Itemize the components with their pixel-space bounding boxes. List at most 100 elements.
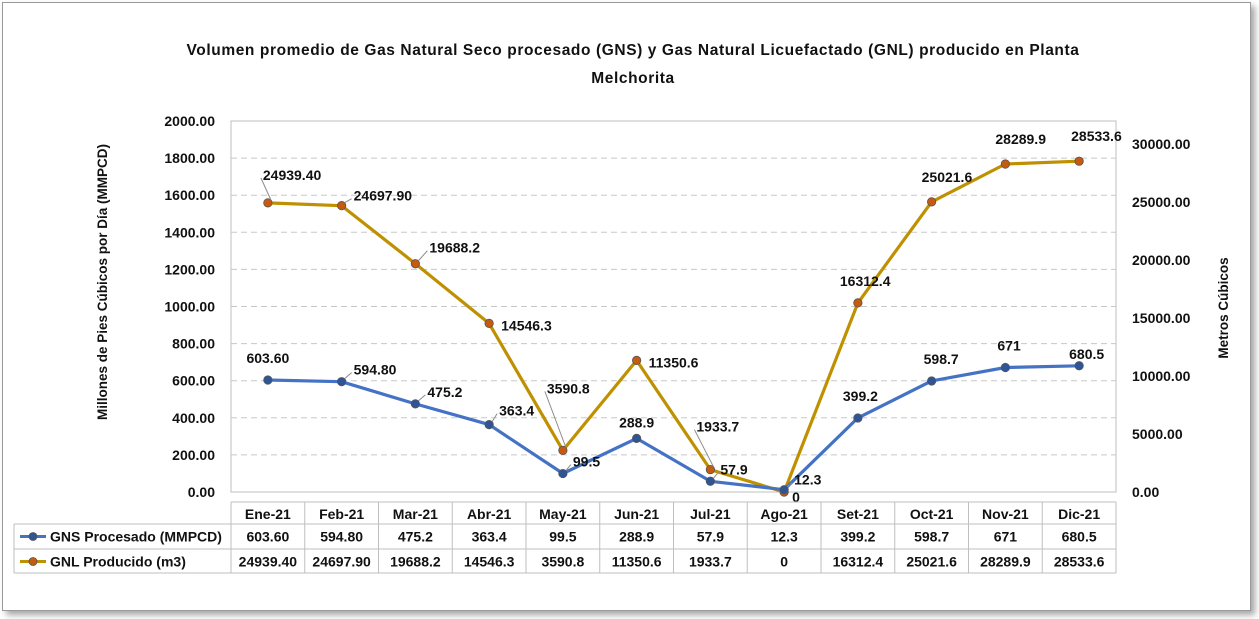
y-left-tick-label: 1800.00 [164, 150, 215, 166]
y-right-tick-label: 20000.00 [1132, 252, 1191, 268]
gnl-leader-line [344, 198, 352, 204]
gns-leader-line [418, 394, 426, 402]
table-cell: 363.4 [472, 529, 507, 545]
y-left-axis-title: Millones de Pies Cúbicos por Día (MMPCD) [95, 144, 110, 420]
gnl-point[interactable] [853, 298, 863, 308]
table-cell: 671 [994, 529, 1018, 545]
gns-series-line [267, 364, 1080, 492]
gns-leader-line [786, 482, 793, 488]
y-left-tick-label: 2000.00 [164, 113, 215, 129]
gns-point[interactable] [263, 375, 273, 385]
gns-point[interactable] [558, 468, 568, 479]
table-header-cell: Ene-21 [245, 506, 291, 522]
gns-legend-label: GNS Procesado (MMPCD) [50, 529, 222, 545]
table-cell: 28289.9 [980, 554, 1031, 570]
gns-point[interactable] [1074, 361, 1084, 371]
y-right-tick-label: 0.00 [1132, 484, 1159, 500]
gnl-point[interactable] [705, 464, 715, 475]
table-cell: 11350.6 [612, 554, 662, 570]
y-right-tick-label: 15000.00 [1132, 310, 1191, 326]
y-left-tick-label: 800.00 [172, 336, 215, 352]
y-left-tick-label: 1400.00 [164, 224, 215, 240]
gnl-data-label: 24697.90 [354, 188, 413, 204]
table-cell: 12.3 [771, 529, 798, 545]
table-cell: 14546.3 [464, 554, 515, 570]
gnl-leader-line [418, 250, 428, 262]
gns-data-label: 288.9 [619, 414, 654, 430]
gnl-series-line [267, 159, 1080, 494]
gnl-data-label: 16312.4 [840, 273, 891, 289]
table-cell: 16312.4 [833, 554, 884, 570]
table-cell: 25021.6 [906, 554, 957, 570]
table-cell: 28533.6 [1054, 554, 1105, 570]
gns-data-label: 12.3 [794, 472, 821, 488]
gns-point[interactable] [779, 485, 789, 495]
table-header-cell: Mar-21 [393, 506, 438, 522]
table-cell: 0 [780, 554, 788, 570]
y-right-tick-label: 25000.00 [1132, 194, 1191, 210]
gnl-data-label: 19688.2 [429, 240, 480, 256]
gnl-legend-marker [28, 557, 38, 566]
y-left-tick-label: 200.00 [172, 447, 215, 463]
gns-data-label: 99.5 [573, 454, 600, 470]
gns-data-label: 57.9 [720, 461, 747, 477]
gnl-point[interactable] [632, 355, 642, 366]
y-right-tick-label: 10000.00 [1132, 368, 1191, 384]
gnl-point[interactable] [484, 318, 494, 328]
table-cell: 57.9 [697, 529, 724, 545]
gnl-data-label: 24939.40 [263, 167, 322, 183]
table-cell: 680.5 [1062, 529, 1097, 545]
gns-point[interactable] [632, 433, 642, 444]
y-right-tick-label: 5000.00 [1132, 426, 1183, 442]
gnl-point[interactable] [927, 197, 937, 207]
gnl-data-label: 25021.6 [922, 169, 973, 185]
gns-data-label: 399.2 [843, 388, 878, 404]
table-header-cell: Ago-21 [760, 506, 808, 522]
y-left-tick-label: 1000.00 [164, 299, 215, 315]
table-header-cell: May-21 [539, 506, 587, 522]
y-left-tick-label: 600.00 [172, 373, 215, 389]
gnl-legend-label: GNL Producido (m3) [50, 554, 186, 570]
gns-data-label: 603.60 [246, 350, 289, 366]
gnl-point[interactable] [558, 445, 568, 455]
table-cell: 24697.90 [312, 554, 371, 570]
gns-point[interactable] [927, 376, 937, 386]
table-cell: 99.5 [549, 529, 576, 545]
gnl-point[interactable] [1074, 156, 1084, 166]
table-header-cell: Jul-21 [690, 506, 731, 522]
gns-point[interactable] [484, 419, 494, 430]
gns-point[interactable] [337, 377, 347, 387]
gnl-point[interactable] [410, 259, 420, 269]
gnl-point[interactable] [337, 201, 347, 211]
gns-point[interactable] [410, 399, 420, 409]
chart-title-line-2: Melchorita [591, 70, 675, 87]
gnl-leader-line [260, 177, 272, 201]
table-header-cell: Nov-21 [982, 506, 1029, 522]
table-header-cell: Abr-21 [467, 506, 512, 522]
table-cell: 1933.7 [689, 554, 732, 570]
gnl-data-label: 11350.6 [649, 354, 699, 370]
gnl-point[interactable] [1000, 159, 1010, 169]
gns-point[interactable] [705, 476, 715, 486]
gns-point[interactable] [1000, 362, 1010, 373]
table-cell: 603.60 [246, 529, 289, 545]
chart-title-line-1: Volumen promedio de Gas Natural Seco pro… [187, 42, 1080, 59]
table-header-cell: Feb-21 [319, 506, 364, 522]
y-left-tick-label: 0.00 [188, 484, 215, 500]
gns-point[interactable] [853, 413, 863, 423]
table-header-cell: Jun-21 [614, 506, 659, 522]
gnl-point[interactable] [263, 198, 273, 208]
gns-data-label: 671 [997, 338, 1021, 354]
gns-leader-line [565, 464, 572, 471]
gnl-leader-line [693, 429, 714, 467]
gnl-data-label: 14546.3 [501, 317, 552, 333]
gnl-data-label: 1933.7 [696, 419, 739, 435]
gnl-data-label: 28289.9 [995, 131, 1046, 147]
table-cell: 19688.2 [390, 554, 441, 570]
table-cell: 288.9 [619, 529, 654, 545]
table-cell: 24939.40 [239, 554, 298, 570]
y-right-tick-label: 30000.00 [1132, 136, 1191, 152]
gns-leader-line [712, 471, 719, 479]
y-left-tick-label: 1600.00 [164, 187, 215, 203]
